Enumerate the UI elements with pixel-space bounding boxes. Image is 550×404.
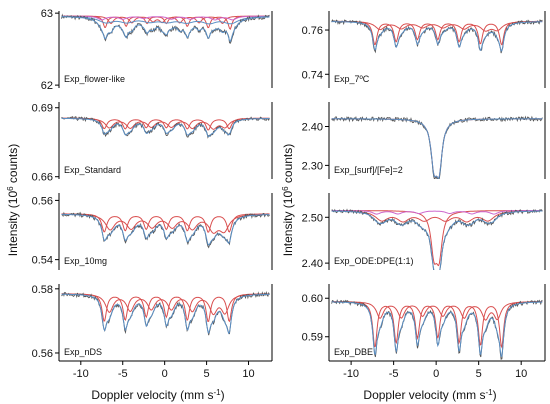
fit-envelope (61, 16, 270, 43)
panel-7: -10 -5 0 5 10 0.60 0.59 Exp_DBE (302, 284, 546, 380)
plot-area (331, 208, 543, 270)
fit-component-2 (61, 15, 270, 21)
x-tick-label: 10 (242, 368, 254, 380)
x-tick-label: 0 (433, 368, 439, 380)
y-axis-label-right: Intensity (106 counts) (281, 144, 295, 257)
y-tick-label: 0.58 (32, 284, 53, 296)
fit-envelope (61, 293, 270, 335)
fit-component-1 (61, 15, 270, 25)
plot-area (331, 299, 543, 360)
sample-label: Exp_DBE (334, 347, 373, 357)
x-tick-label: 10 (515, 368, 527, 380)
y-tick-label: 0.59 (302, 332, 323, 344)
panel-grid: 6263Exp_flower-like0.660.69Exp_Standard0… (32, 8, 546, 380)
sample-label: Exp_[surf]/[Fe]=2 (334, 165, 403, 175)
sample-label: Exp_7ºC (334, 74, 370, 84)
fit-component-3 (61, 16, 270, 25)
fit-envelope (331, 118, 543, 179)
fit-component-1 (61, 293, 270, 316)
y-tick-label: 0.69 (32, 103, 53, 115)
panel-2: 0.54 0.56 Exp_10mg (32, 193, 273, 270)
y-tick-label: 0.74 (302, 69, 323, 81)
panel-5: 2.40 2.30 Exp_[surf]/[Fe]=2 (302, 102, 546, 179)
x-tick-label: -10 (73, 368, 89, 380)
y-tick-label: 2.30 (302, 160, 323, 172)
panel-4: 0.76 0.74 Exp_7ºC (302, 11, 546, 88)
panel-3: -10 -5 0 5 10 0.56 0.58 Exp_nDS (32, 284, 273, 380)
x-axis-label-right: Doppler velocity (mm s-1) (363, 388, 496, 402)
fit-component-1 (331, 301, 543, 321)
fit-component-0 (331, 20, 543, 46)
sample-label: Exp_nDS (64, 347, 102, 357)
fit-envelope (331, 301, 543, 357)
fit-component-1 (61, 117, 270, 130)
y-tick-label: 0.56 (32, 348, 53, 360)
fit-component-1 (61, 213, 270, 234)
sample-label: Exp_flower-like (64, 74, 125, 84)
y-tick-label: 0.54 (32, 255, 53, 267)
x-tick-label: -5 (389, 368, 399, 380)
fit-envelope (61, 117, 270, 138)
plot-area (331, 19, 543, 54)
y-tick-label: 0.56 (32, 195, 53, 207)
y-axis-label-left: Intensity (106 counts) (6, 144, 20, 257)
fit-envelope (61, 213, 270, 246)
y-tick-label: 2.40 (302, 258, 323, 270)
x-tick-label: -5 (118, 368, 128, 380)
plot-area (61, 115, 270, 139)
x-tick-label: 0 (162, 368, 168, 380)
y-tick-label: 2.40 (302, 122, 323, 134)
experimental-data (61, 211, 270, 249)
sample-label: Exp_10mg (64, 256, 107, 266)
x-tick-label: 5 (204, 368, 210, 380)
x-tick-label: -10 (343, 368, 359, 380)
y-tick-label: 2.50 (302, 212, 323, 224)
plot-area (61, 13, 270, 44)
sample-label: Exp_ODE:DPE(1:1) (334, 256, 414, 266)
x-tick-label: 5 (476, 368, 482, 380)
fit-component-0 (331, 301, 543, 349)
panel-0: 62 63 Exp_flower-like (41, 8, 273, 92)
panel-1: 0.66 0.69 Exp_Standard (32, 102, 273, 184)
plot-area (331, 115, 543, 179)
y-tick-label: 62 (41, 80, 53, 92)
plot-area (61, 211, 270, 249)
y-tick-label: 0.76 (302, 25, 323, 37)
sample-label: Exp_Standard (64, 165, 121, 175)
fit-component-2 (331, 210, 543, 215)
y-tick-label: 63 (41, 8, 53, 20)
fit-component-0 (61, 293, 270, 323)
panel-6: 2.50 2.40 Exp_ODE:DPE(1:1) (302, 193, 546, 270)
experimental-data (331, 208, 543, 270)
fit-envelope (331, 210, 543, 270)
x-axis-label-left: Doppler velocity (mm s-1) (91, 388, 224, 402)
fit-component-1 (331, 20, 543, 32)
y-tick-label: 0.66 (32, 172, 53, 184)
fit-envelope (331, 21, 543, 52)
y-tick-label: 0.60 (302, 293, 323, 305)
plot-area (61, 291, 270, 336)
